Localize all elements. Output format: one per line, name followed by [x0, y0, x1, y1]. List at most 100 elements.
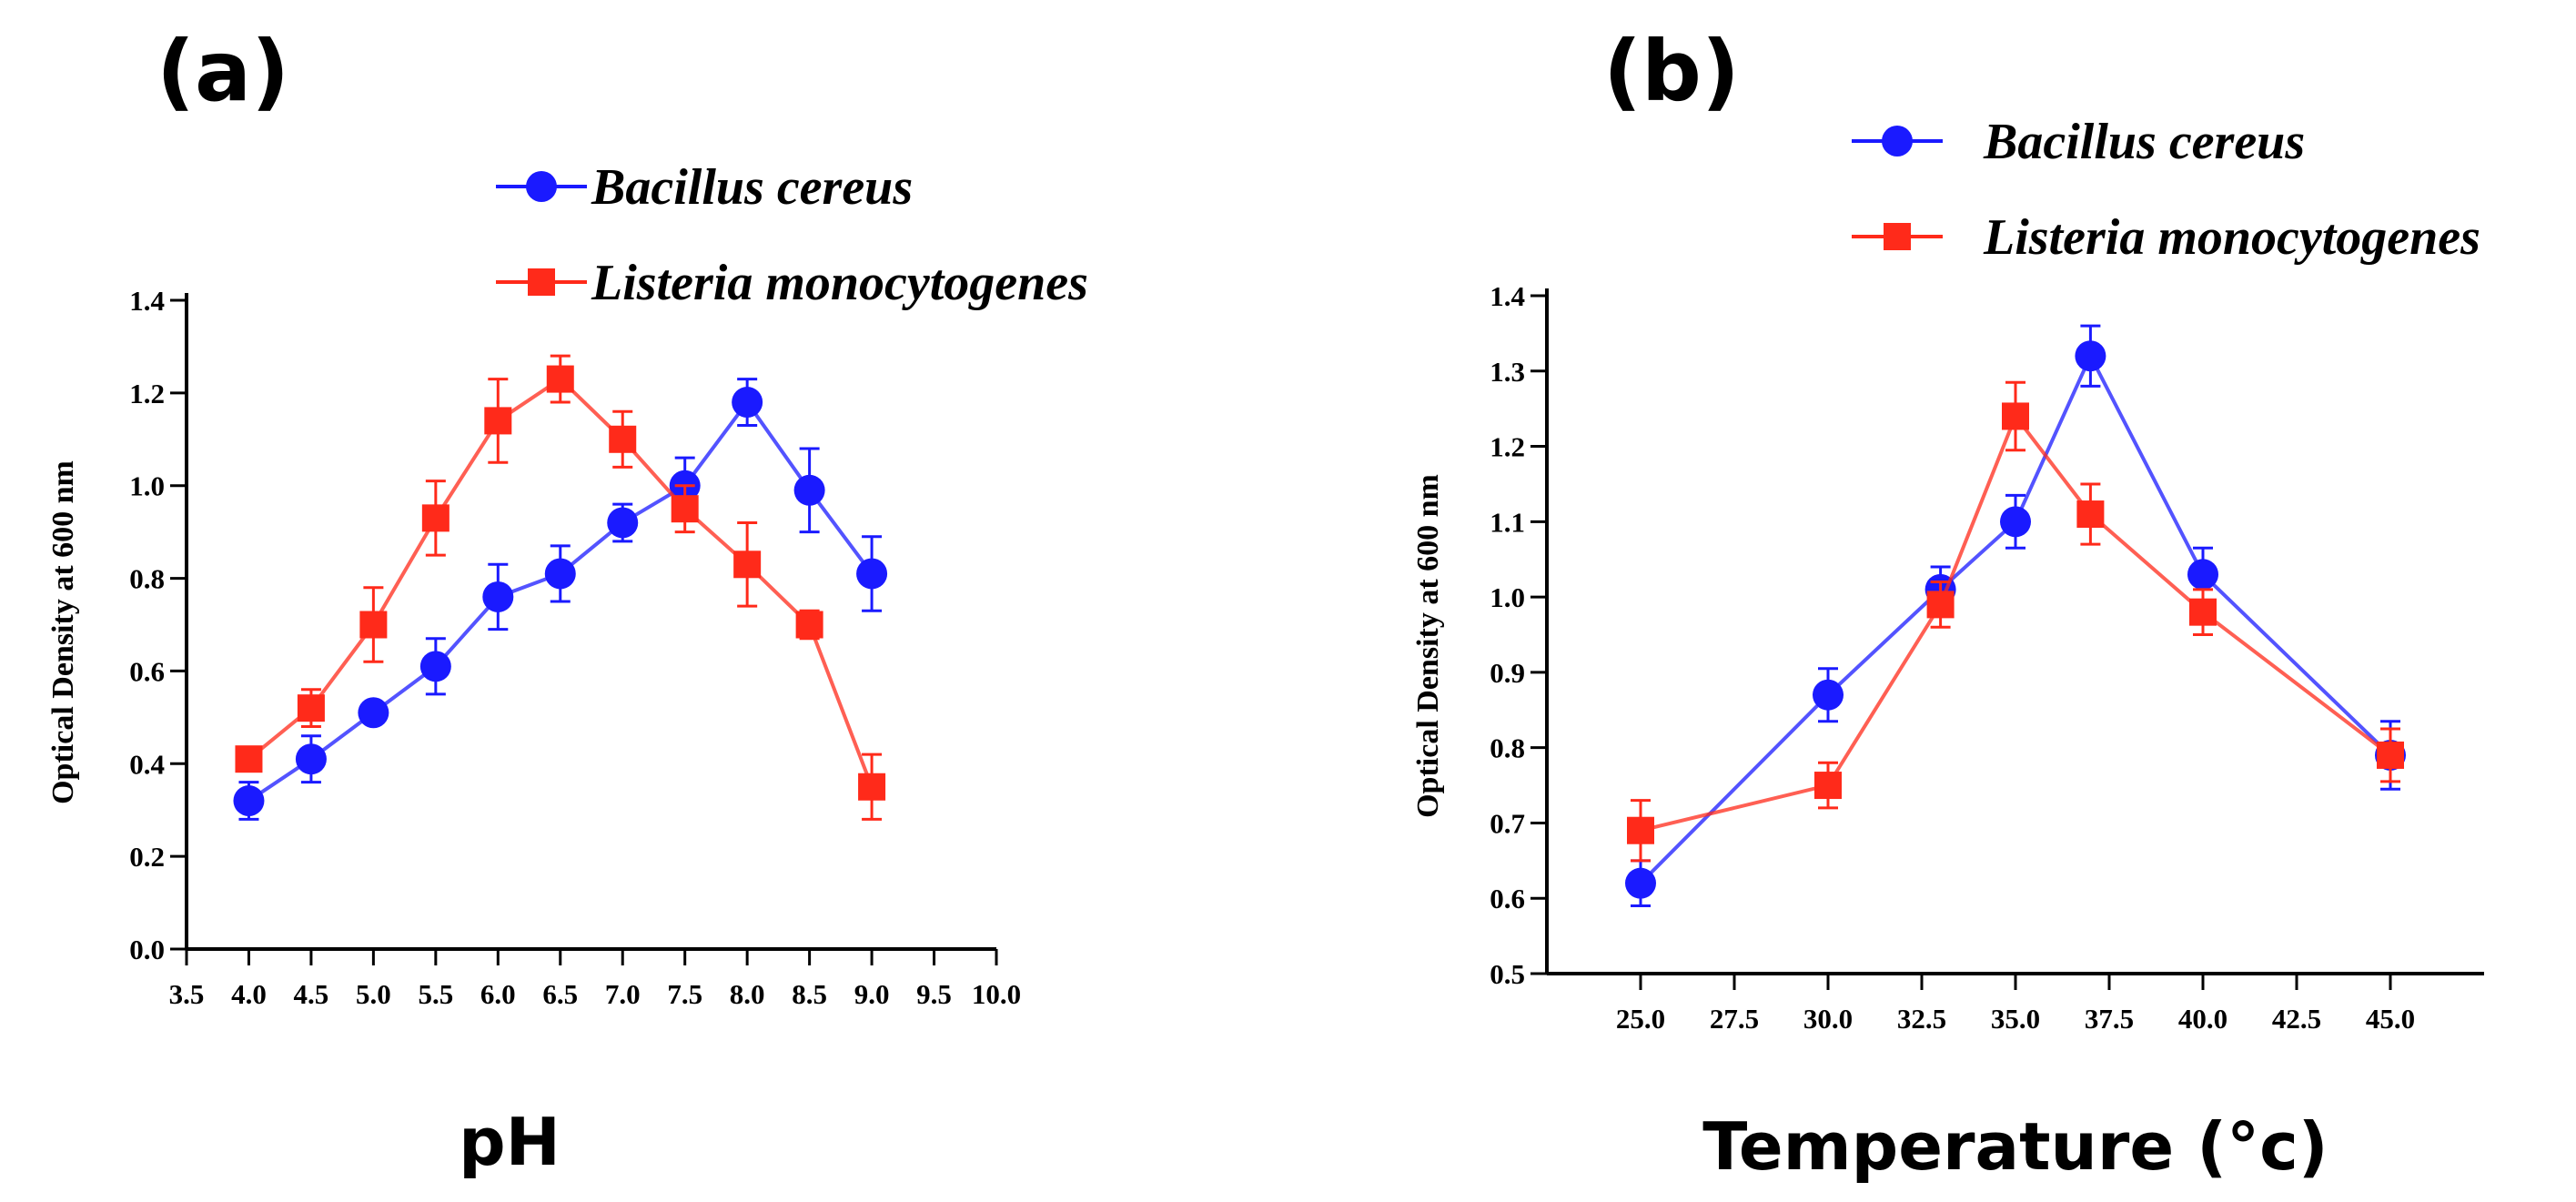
panel-a-legend: Bacillus cereus Listeria monocytogenes [496, 159, 1088, 311]
panel-a-x-tick-label: 10.0 [972, 978, 1021, 1010]
panel-b-y-tick-label: 0.5 [1490, 958, 1525, 990]
series-bacillus-cereus [233, 378, 888, 821]
panel-b-x-tick-label: 40.0 [2178, 1003, 2227, 1035]
panel-b-x-tick-label: 25.0 [1616, 1003, 1665, 1035]
series-listeria-monocytogenes [235, 354, 886, 821]
legend-square-marker [1884, 223, 1911, 250]
data-point-circle [295, 743, 327, 775]
panel-b-y-tick-label: 0.7 [1490, 807, 1525, 839]
panel-a-y-tick-label: 1.4 [129, 285, 165, 317]
panel-a-x-tick-label: 5.0 [356, 978, 391, 1010]
data-point-circle [233, 785, 265, 817]
data-point-circle [358, 697, 389, 729]
data-point-circle [482, 581, 514, 612]
panel-a-y-tick-label: 0.0 [129, 934, 165, 965]
panel-a-x-tick-label: 8.0 [730, 978, 765, 1010]
panel-b-x-tick-label: 42.5 [2272, 1003, 2321, 1035]
data-point-circle [732, 387, 763, 419]
panel-a-x-tick-label: 9.0 [854, 978, 890, 1010]
panel-b: (b) Temperature (°c) Optical Density at … [1411, 23, 2484, 1185]
data-point-square [1814, 772, 1842, 800]
data-point-square [2076, 500, 2105, 529]
panel-a-y-tick-label: 0.2 [129, 841, 165, 873]
data-point-circle [1813, 679, 1844, 711]
legend-label: Bacillus cereus [1983, 114, 2305, 170]
legend-label: Listeria monocytogenes [591, 255, 1088, 311]
data-point-circle [2075, 340, 2106, 372]
data-point-square [609, 425, 637, 453]
data-point-circle [419, 651, 451, 682]
panel-a-x-tick-label: 3.5 [169, 978, 205, 1010]
panel-b-y-tick-label: 0.9 [1490, 657, 1525, 689]
panel-a-x-tick-label: 6.0 [480, 978, 516, 1010]
data-point-square [2189, 598, 2217, 626]
data-point-circle [2187, 559, 2218, 591]
panel-b-series [1625, 324, 2406, 907]
panel-a-y-tick-label: 1.0 [129, 470, 165, 502]
legend-circle-marker [1882, 126, 1913, 157]
legend-label: Bacillus cereus [591, 159, 913, 216]
data-point-circle [1625, 867, 1656, 899]
panel-b-y-tick-label: 0.8 [1490, 732, 1525, 764]
data-point-square [235, 745, 263, 773]
panel-b-ylabel: Optical Density at 600 nm [1411, 474, 1445, 818]
panel-a-x-tick-label: 9.5 [916, 978, 952, 1010]
panel-b-x-tick-label: 45.0 [2366, 1003, 2415, 1035]
panel-b-y-tick-label: 1.4 [1490, 280, 1525, 312]
panel-b-y-tick-label: 1.2 [1490, 431, 1525, 463]
panel-b-x-tick-label: 35.0 [1991, 1003, 2040, 1035]
panel-b-y-tick-label: 1.0 [1490, 581, 1525, 613]
data-point-square [1627, 816, 1654, 844]
panel-b-x-tick-label: 37.5 [2085, 1003, 2134, 1035]
panel-a-x-tick-label: 5.5 [418, 978, 453, 1010]
series-listeria-monocytogenes [1627, 380, 2404, 863]
panel-b-legend: Bacillus cereus Listeria monocytogenes [1852, 114, 2480, 266]
data-point-circle [793, 474, 825, 506]
panel-a-x-tick-label: 4.5 [294, 978, 329, 1010]
data-point-circle [856, 558, 888, 590]
data-point-square [546, 365, 574, 393]
data-point-circle [2000, 506, 2031, 538]
panel-a: (a) pH Optical Density at 600 nm 0.00.20… [46, 23, 1088, 1180]
panel-b-label: (b) [1603, 23, 1740, 120]
data-point-circle [544, 558, 576, 590]
panel-a-y-tick-label: 0.8 [129, 563, 165, 595]
data-point-square [421, 504, 450, 532]
panel-b-y-tick-label: 0.6 [1490, 883, 1525, 914]
panel-a-y-tick-label: 0.6 [129, 655, 165, 687]
legend-square-marker [528, 268, 555, 296]
data-point-square [671, 495, 699, 523]
panel-a-x-tick-label: 4.0 [231, 978, 267, 1010]
data-point-square [484, 407, 512, 435]
data-point-square [795, 611, 823, 639]
data-point-square [2377, 741, 2404, 769]
panel-b-x-tick-label: 32.5 [1897, 1003, 1946, 1035]
panel-a-series [233, 354, 888, 821]
data-point-square [858, 773, 886, 801]
data-point-square [2002, 402, 2029, 430]
data-point-circle [607, 507, 639, 539]
panel-a-label: (a) [157, 23, 289, 120]
panel-a-y-tick-label: 0.4 [129, 748, 165, 780]
panel-a-y-tick-label: 1.2 [129, 378, 165, 409]
panel-b-x-tick-label: 30.0 [1803, 1003, 1853, 1035]
panel-b-x-tick-label: 27.5 [1710, 1003, 1759, 1035]
legend-circle-marker [526, 171, 557, 202]
data-point-square [733, 550, 762, 579]
data-point-square [297, 694, 325, 722]
data-point-square [1926, 591, 1955, 619]
panel-b-y-tick-label: 1.3 [1490, 356, 1525, 388]
data-point-square [359, 611, 388, 639]
panel-b-axes: 0.5 0.6 0.7 0.8 0.9 1.0 1.1 1.2 1.3 1.4 25.0 27.5 30… [1490, 280, 2484, 1035]
panel-a-x-tick-label: 7.0 [605, 978, 641, 1010]
panel-b-y-tick-label: 1.1 [1490, 506, 1525, 538]
panel-a-xlabel: pH [459, 1104, 561, 1180]
panel-a-ylabel: Optical Density at 600 nm [46, 460, 80, 804]
panel-a-x-tick-label: 6.5 [542, 978, 578, 1010]
panel-a-x-tick-label: 8.5 [792, 978, 827, 1010]
legend-label: Listeria monocytogenes [1983, 209, 2480, 266]
panel-a-x-tick-label: 7.5 [667, 978, 702, 1010]
panel-a-axes: 0.0 0.2 0.4 0.6 0.8 1.0 1.2 1.4 3.5 4.0 4.5 5.0 5.5 6… [129, 285, 1021, 1010]
panel-b-xlabel: Temperature (°c) [1702, 1108, 2328, 1185]
